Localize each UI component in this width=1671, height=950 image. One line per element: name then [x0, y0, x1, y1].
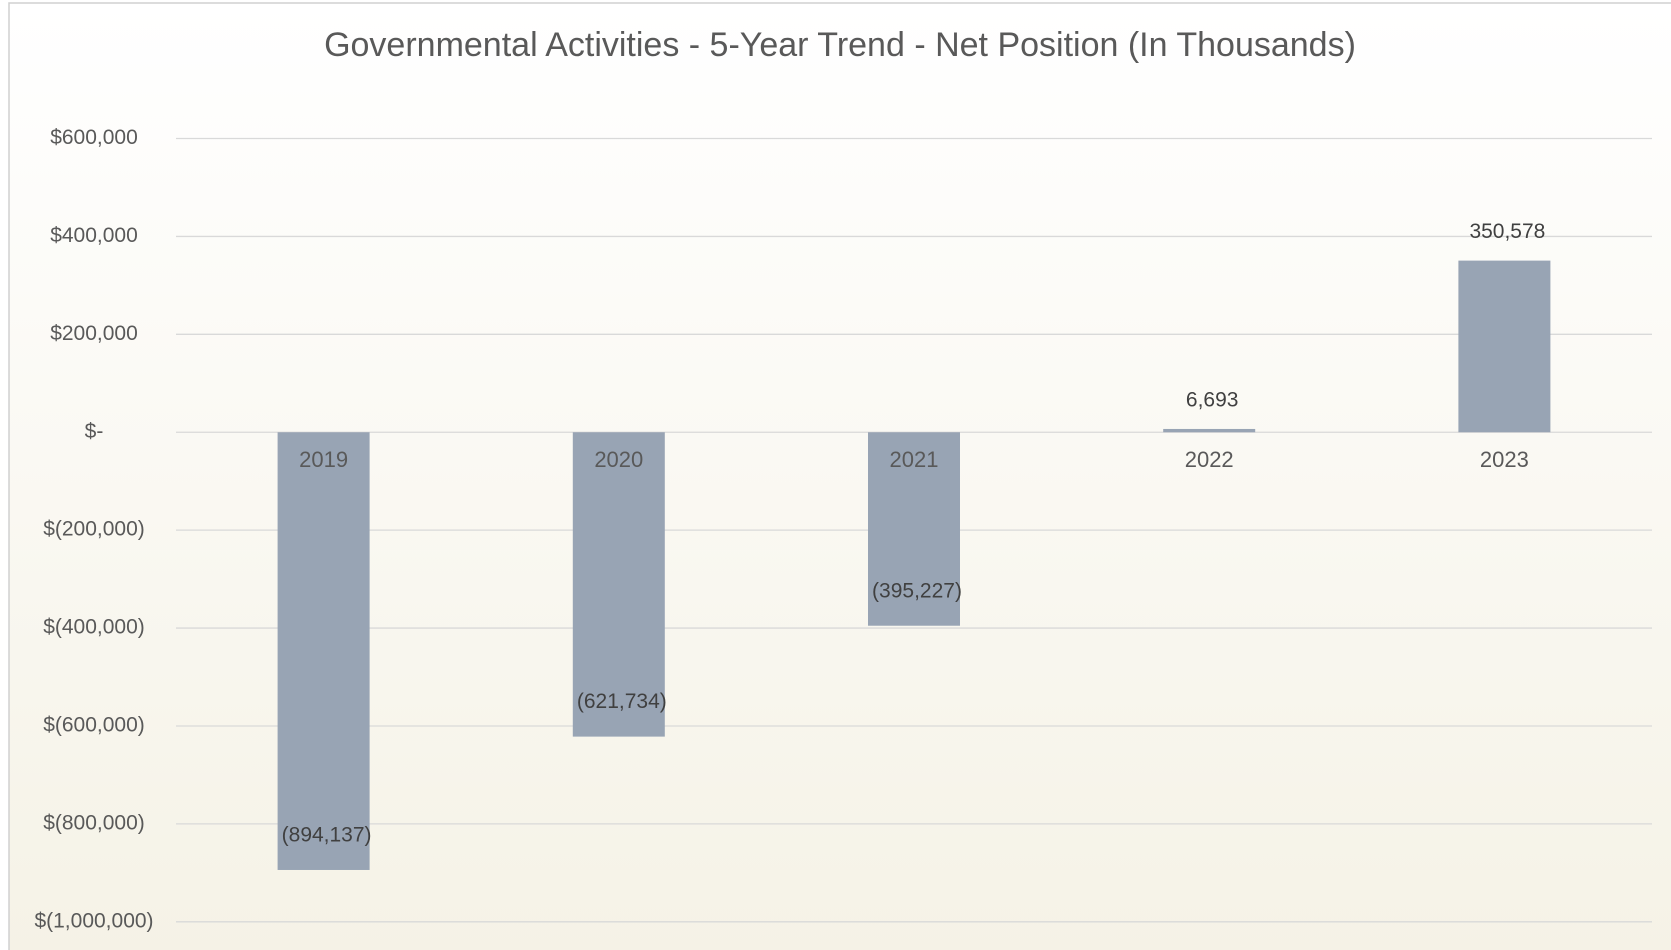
data-label: 6,693	[1186, 389, 1239, 412]
bar	[868, 432, 960, 626]
x-tick-label: 2021	[890, 447, 939, 472]
x-tick-label: 2020	[594, 447, 643, 472]
y-tick-label: $(600,000)	[43, 714, 145, 737]
y-tick-label: $600,000	[50, 126, 138, 149]
bar	[572, 432, 665, 737]
y-tick-label: $(1,000,000)	[34, 909, 153, 932]
bar	[277, 432, 370, 870]
bar	[1163, 428, 1256, 433]
data-label: 350,578	[1469, 220, 1545, 243]
y-tick-label: $(400,000)	[43, 616, 145, 639]
y-tick-label: $-	[85, 420, 104, 443]
y-tick-label: $400,000	[50, 224, 138, 247]
data-label: (621,734)	[577, 690, 667, 713]
chart-area	[8, 2, 1671, 950]
data-label: (894,137)	[282, 824, 372, 847]
x-tick-label: 2019	[299, 447, 348, 472]
y-tick-label: $(800,000)	[43, 811, 145, 834]
chart-title: Governmental Activities - 5-Year Trend -…	[324, 26, 1356, 64]
bar	[1458, 260, 1551, 433]
x-tick-label: 2023	[1480, 447, 1529, 472]
y-tick-label: $200,000	[50, 322, 138, 345]
x-tick-label: 2022	[1185, 447, 1234, 472]
data-label: (395,227)	[872, 579, 962, 602]
y-tick-label: $(200,000)	[43, 518, 145, 541]
